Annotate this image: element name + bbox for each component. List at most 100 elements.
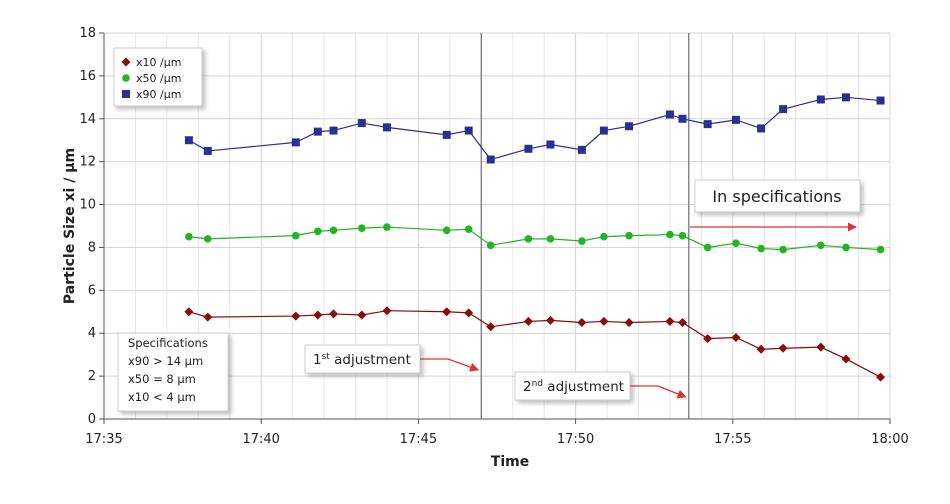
point (665, 110, 674, 119)
adjustment-box (514, 371, 631, 401)
adjustment-label: 1st adjustment (313, 352, 411, 368)
point (329, 309, 339, 319)
point (442, 130, 451, 139)
spec-text: Specifications (128, 336, 208, 350)
point (203, 146, 212, 155)
legend-marker (122, 74, 130, 82)
adjustment-label-part: 1 (313, 352, 322, 368)
spec-box (117, 332, 229, 412)
point (546, 140, 555, 149)
in-spec-label: In specifications (712, 187, 841, 206)
point (329, 226, 338, 235)
point (358, 224, 366, 232)
point (841, 93, 850, 102)
x-tick-label: 18:00 (871, 432, 908, 447)
point (382, 123, 391, 132)
legend-label: x90 /µm (136, 88, 181, 101)
adjustment-box (304, 344, 421, 374)
x-tick-label: 17:45 (400, 432, 437, 447)
point (577, 318, 587, 327)
point (703, 334, 713, 344)
point (185, 232, 193, 241)
in-spec-box (694, 179, 861, 213)
point (876, 245, 885, 254)
adjustment-label-part: adjustment (543, 379, 624, 395)
point (486, 241, 495, 250)
point (382, 306, 392, 316)
point (357, 119, 366, 128)
point (486, 322, 496, 332)
point (291, 138, 300, 147)
point (577, 145, 586, 154)
point (291, 311, 301, 321)
point (876, 372, 886, 382)
point (816, 95, 825, 104)
point (625, 122, 634, 131)
point (816, 342, 826, 352)
point (524, 235, 533, 243)
y-tick-label: 18 (79, 26, 96, 41)
legend-marker (122, 90, 130, 98)
point (666, 230, 674, 239)
y-tick-label: 6 (88, 283, 96, 298)
point (524, 144, 533, 153)
point (203, 312, 213, 322)
point (464, 225, 473, 234)
point (757, 124, 766, 133)
plot (184, 93, 886, 382)
y-tick-label: 16 (79, 69, 96, 84)
point (599, 126, 608, 135)
point (624, 318, 634, 327)
point (625, 231, 633, 240)
y-tick-label: 2 (88, 369, 96, 384)
legend-marker (121, 57, 131, 67)
point (731, 115, 740, 124)
adjustment-arrow (420, 358, 480, 372)
y-tick-label: 4 (88, 326, 96, 341)
adjustment-arrow (630, 385, 687, 399)
spec-text: x50 = 8 µm (128, 372, 196, 386)
x-tick-label: 17:50 (557, 432, 594, 447)
point (841, 354, 851, 364)
point (600, 232, 608, 241)
point (383, 223, 391, 231)
point (203, 235, 212, 243)
point (779, 245, 787, 254)
y-tick-label: 14 (79, 112, 96, 127)
point (703, 120, 712, 129)
x-tick-label: 17:55 (714, 432, 751, 447)
y-tick-label: 12 (79, 155, 96, 170)
point (464, 126, 473, 135)
point (329, 126, 338, 135)
point (486, 155, 495, 164)
point (732, 239, 740, 247)
point (757, 244, 765, 253)
point (546, 235, 555, 243)
point (464, 308, 474, 318)
point (184, 136, 193, 145)
spec-text: x90 > 14 µm (128, 354, 203, 368)
point (313, 310, 323, 320)
point (678, 114, 687, 123)
point (442, 226, 451, 235)
legend: x10 /µm x50 /µm x90 /µm (113, 47, 203, 107)
point (291, 231, 300, 240)
point (313, 127, 322, 136)
point (357, 310, 367, 320)
x-axis-title: Time (491, 454, 529, 470)
y-axis-title: Particle Size xi / µm (62, 148, 78, 304)
y-tick-label: 8 (88, 240, 96, 255)
point (599, 316, 609, 326)
y-tick-label: 0 (88, 412, 96, 427)
spec-text: x10 < 4 µm (128, 390, 196, 404)
point (876, 96, 885, 105)
point (677, 318, 687, 327)
y-tick-label: 10 (79, 198, 96, 213)
point (523, 316, 533, 326)
adjustment-label: 2nd adjustment (523, 379, 624, 395)
legend-label: x50 /µm (136, 72, 181, 85)
point (678, 231, 687, 240)
point (778, 343, 788, 353)
point (665, 316, 675, 326)
